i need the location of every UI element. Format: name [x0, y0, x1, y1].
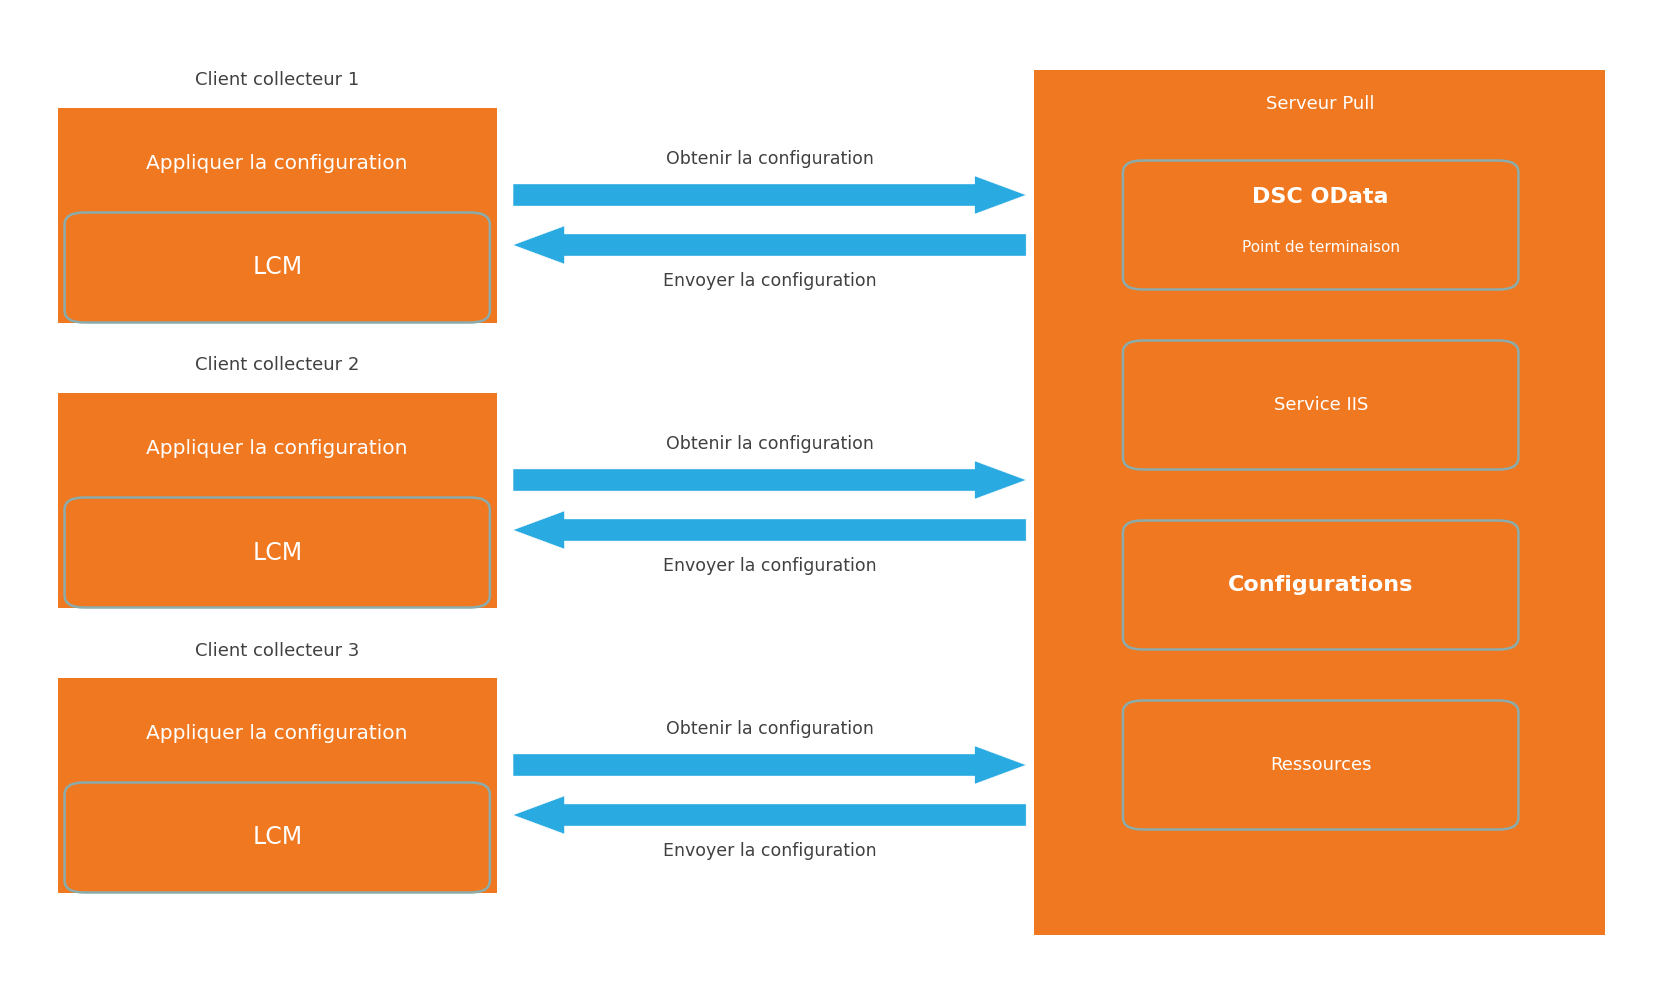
FancyBboxPatch shape	[1122, 520, 1518, 650]
Text: Appliquer la configuration: Appliquer la configuration	[146, 439, 409, 458]
Text: Client collecteur 2: Client collecteur 2	[195, 357, 359, 374]
Polygon shape	[513, 461, 1026, 499]
Text: Envoyer la configuration: Envoyer la configuration	[662, 557, 877, 575]
FancyBboxPatch shape	[58, 392, 497, 607]
Text: Ressources: Ressources	[1269, 756, 1372, 774]
Text: Envoyer la configuration: Envoyer la configuration	[662, 842, 877, 860]
FancyBboxPatch shape	[58, 678, 497, 892]
FancyBboxPatch shape	[1122, 340, 1518, 470]
FancyBboxPatch shape	[65, 497, 490, 607]
Text: Client collecteur 3: Client collecteur 3	[195, 642, 359, 660]
FancyBboxPatch shape	[65, 782, 490, 892]
Polygon shape	[513, 226, 1026, 264]
FancyBboxPatch shape	[65, 213, 490, 322]
Text: LCM: LCM	[252, 540, 303, 564]
FancyBboxPatch shape	[1122, 160, 1518, 290]
Polygon shape	[513, 511, 1026, 549]
FancyBboxPatch shape	[1034, 70, 1605, 935]
Text: Appliquer la configuration: Appliquer la configuration	[146, 724, 409, 743]
Text: Client collecteur 1: Client collecteur 1	[195, 71, 359, 89]
FancyBboxPatch shape	[58, 107, 497, 322]
Text: Point de terminaison: Point de terminaison	[1241, 239, 1400, 254]
FancyBboxPatch shape	[1122, 700, 1518, 830]
Text: DSC OData: DSC OData	[1253, 187, 1389, 207]
Text: Envoyer la configuration: Envoyer la configuration	[662, 272, 877, 290]
Polygon shape	[513, 746, 1026, 784]
Text: Obtenir la configuration: Obtenir la configuration	[665, 150, 874, 168]
Text: Obtenir la configuration: Obtenir la configuration	[665, 435, 874, 453]
Text: Appliquer la configuration: Appliquer la configuration	[146, 154, 409, 173]
Text: LCM: LCM	[252, 826, 303, 850]
Text: Configurations: Configurations	[1228, 575, 1413, 595]
Text: Serveur Pull: Serveur Pull	[1266, 95, 1374, 113]
Text: Service IIS: Service IIS	[1273, 396, 1369, 414]
Text: LCM: LCM	[252, 255, 303, 279]
Polygon shape	[513, 796, 1026, 834]
Text: Obtenir la configuration: Obtenir la configuration	[665, 720, 874, 738]
Polygon shape	[513, 176, 1026, 214]
